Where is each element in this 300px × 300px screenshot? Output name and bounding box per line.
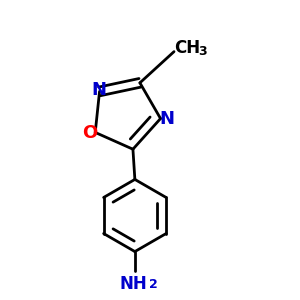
Text: 3: 3 — [198, 45, 206, 58]
Text: O: O — [82, 124, 97, 142]
Text: CH: CH — [174, 39, 200, 57]
Text: N: N — [91, 81, 106, 99]
Text: NH: NH — [119, 275, 147, 293]
Text: 2: 2 — [149, 278, 158, 291]
Text: N: N — [160, 110, 175, 128]
